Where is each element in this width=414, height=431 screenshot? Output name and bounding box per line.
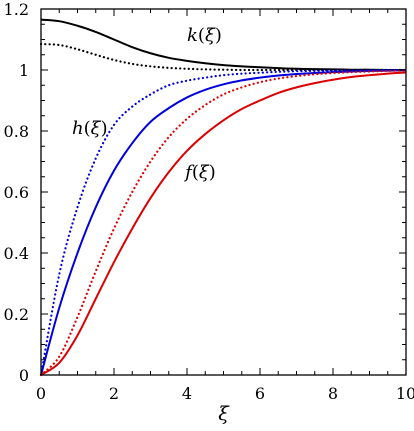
plot-frame (40, 8, 407, 376)
k-label: k(ξ) (187, 25, 222, 46)
x-tick-label: 0 (36, 384, 46, 403)
y-tick-label: 0.8 (4, 122, 29, 141)
x-tick-label: 2 (109, 384, 119, 403)
y-tick-label: 1.2 (4, 0, 29, 19)
x-tick-label: 10 (396, 384, 414, 403)
x-tick-label: 4 (182, 384, 192, 403)
x-axis-title: ξ (218, 403, 230, 425)
series-k-solid (40, 18, 407, 72)
curves-layer (39, 18, 408, 377)
y-tick-label: 0.6 (4, 183, 29, 202)
series-f-solid (40, 71, 407, 376)
series-h-solid (40, 69, 407, 376)
x-tick-label: 6 (255, 384, 265, 403)
labels-layer: 0 2 4 6 8 10 0 0.2 0.4 0.6 0.8 1 1.2 k(ξ) h(ξ) f(ξ) (4, 0, 414, 403)
ticks-layer (40, 8, 407, 376)
y-tick-label: 0.2 (4, 305, 29, 324)
series-h-dotted (39, 68, 408, 377)
y-tick-label: 1 (19, 61, 29, 80)
h-label: h(ξ) (72, 118, 108, 139)
y-tick-label: 0.4 (4, 244, 29, 263)
x-tick-label: 8 (328, 384, 338, 403)
y-tick-label: 0 (19, 366, 29, 385)
series-k-dotted (39, 42, 408, 72)
f-label: f(ξ) (183, 162, 216, 183)
series-f-dotted (39, 69, 408, 377)
